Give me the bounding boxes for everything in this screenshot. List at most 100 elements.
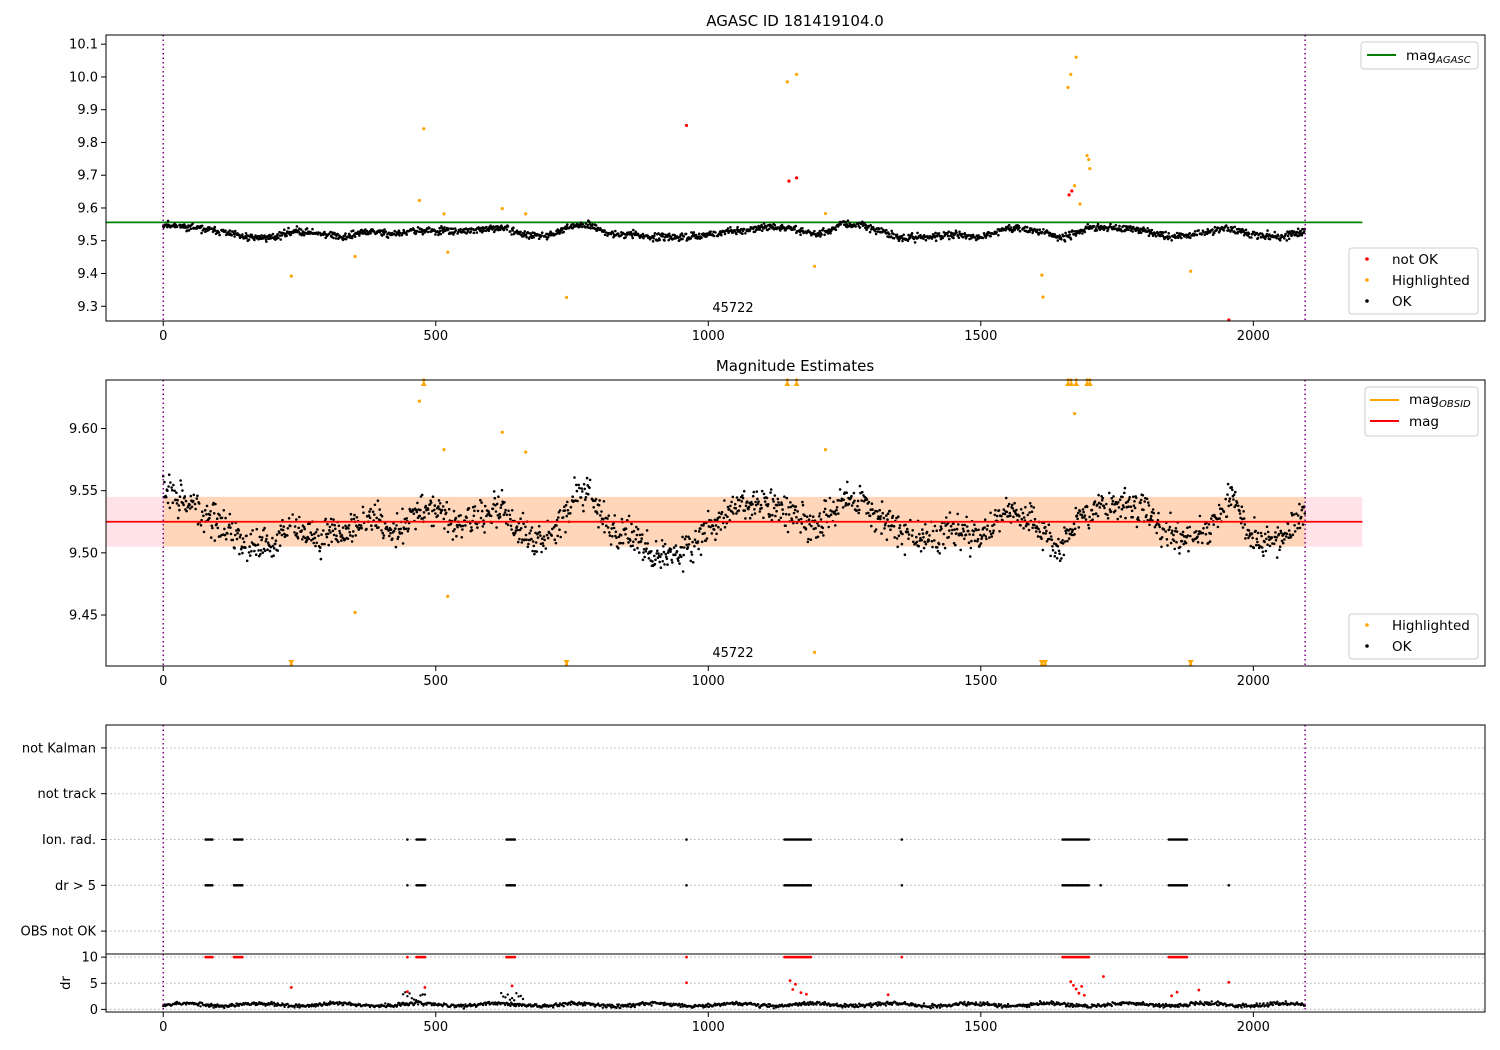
ok-point bbox=[313, 532, 316, 536]
ok-point bbox=[331, 529, 335, 533]
dr-point bbox=[552, 1006, 555, 1009]
ok-point bbox=[617, 546, 620, 550]
ok-point bbox=[1265, 232, 1269, 236]
ok-point bbox=[563, 505, 566, 509]
ok-point bbox=[785, 496, 789, 500]
ok-point bbox=[1168, 236, 1172, 239]
ok-point bbox=[251, 529, 254, 532]
ok-point bbox=[845, 491, 848, 495]
ok-point bbox=[1072, 522, 1076, 526]
ok-point bbox=[381, 531, 385, 535]
ok-point bbox=[748, 516, 752, 520]
ok-point bbox=[211, 526, 214, 530]
ok-point bbox=[1027, 523, 1030, 526]
ok-point bbox=[1110, 497, 1113, 500]
not-ok-point bbox=[787, 179, 791, 183]
ok-point bbox=[1030, 510, 1034, 513]
estimates-legend-upper: magOBSID mag bbox=[1364, 386, 1479, 437]
ok-point bbox=[1133, 500, 1136, 503]
ok-point bbox=[731, 495, 735, 499]
ok-point bbox=[584, 498, 587, 501]
dr-point bbox=[1075, 1002, 1078, 1006]
ok-point bbox=[1131, 230, 1134, 233]
ok-point bbox=[1081, 508, 1085, 511]
ok-point bbox=[447, 227, 450, 230]
ok-point bbox=[475, 522, 479, 526]
ok-point bbox=[451, 227, 455, 231]
ok-point bbox=[834, 228, 838, 232]
ok-point bbox=[762, 516, 765, 520]
clipped-high-marker bbox=[793, 381, 800, 386]
ok-point bbox=[599, 514, 602, 517]
ok-point bbox=[537, 524, 541, 528]
ok-point bbox=[709, 525, 712, 529]
ok-point bbox=[191, 222, 194, 226]
ok-point bbox=[358, 234, 361, 237]
flag-point bbox=[211, 884, 214, 887]
y-tick-label: 9.6 bbox=[77, 201, 98, 216]
ok-point bbox=[801, 503, 805, 507]
ok-point bbox=[509, 524, 513, 528]
ok-point bbox=[709, 230, 712, 233]
ok-point bbox=[190, 505, 194, 509]
ok-point bbox=[990, 535, 994, 538]
ok-point bbox=[918, 532, 921, 536]
ok-point bbox=[949, 524, 953, 528]
y-tick-label: 10.0 bbox=[69, 70, 98, 85]
ok-point bbox=[1227, 504, 1230, 508]
ok-point bbox=[1028, 502, 1032, 505]
ok-point bbox=[223, 533, 227, 537]
ok-point bbox=[868, 514, 872, 517]
ok-point bbox=[538, 531, 542, 534]
ok-point bbox=[606, 517, 609, 520]
ok-point bbox=[961, 523, 964, 527]
ok-point bbox=[416, 226, 420, 229]
highlighted-point bbox=[1066, 85, 1070, 90]
ok-point bbox=[1241, 526, 1245, 529]
ok-point bbox=[1111, 502, 1114, 506]
ok-point bbox=[301, 538, 304, 541]
ok-point bbox=[896, 545, 899, 549]
ok-point bbox=[895, 516, 898, 520]
ok-point bbox=[991, 531, 995, 535]
ok-point bbox=[524, 533, 528, 537]
ok-point bbox=[502, 513, 506, 517]
dr-point bbox=[884, 1004, 888, 1007]
ok-point bbox=[784, 512, 788, 516]
ok-point bbox=[189, 494, 193, 498]
ok-point bbox=[1164, 530, 1167, 533]
ok-point bbox=[1254, 529, 1257, 533]
ok-point bbox=[214, 502, 217, 506]
ok-point bbox=[1277, 234, 1280, 238]
ok-point bbox=[439, 232, 443, 236]
ok-point bbox=[989, 234, 992, 238]
ok-point bbox=[937, 542, 941, 546]
ok-point bbox=[1019, 524, 1022, 527]
ok-point bbox=[787, 506, 790, 509]
ok-point bbox=[278, 531, 281, 535]
ok-point bbox=[1145, 497, 1149, 501]
ok-point bbox=[642, 236, 645, 240]
dr-point bbox=[416, 1003, 420, 1006]
ok-point bbox=[297, 526, 301, 530]
ok-point bbox=[1147, 234, 1151, 237]
ok-point bbox=[745, 500, 749, 503]
ok-point bbox=[750, 513, 754, 517]
ok-point bbox=[614, 229, 617, 233]
ok-point bbox=[1123, 486, 1127, 490]
ok-point bbox=[563, 509, 567, 512]
ok-point bbox=[832, 500, 835, 504]
ok-point bbox=[1180, 236, 1183, 240]
ok-point bbox=[302, 535, 305, 538]
highlighted-point bbox=[1078, 202, 1082, 206]
ok-point bbox=[325, 535, 329, 539]
ok-point bbox=[687, 543, 691, 546]
ok-point bbox=[654, 558, 657, 562]
ok-point bbox=[579, 496, 583, 499]
flag-point bbox=[1099, 884, 1102, 887]
ok-point bbox=[281, 518, 284, 522]
highlighted-point bbox=[1040, 273, 1044, 277]
ok-point bbox=[1178, 552, 1181, 555]
ok-point bbox=[1016, 228, 1020, 231]
ok-point bbox=[661, 235, 664, 238]
